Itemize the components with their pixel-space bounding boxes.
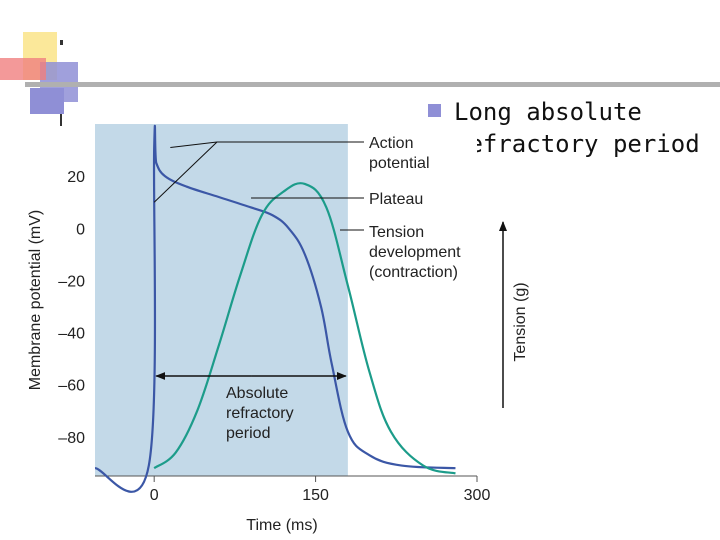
action-potential-leader (153, 141, 218, 203)
tension-label: Tension development (contraction) (369, 224, 461, 281)
x-tick-label: 300 (464, 487, 491, 504)
arp-label: Absolute refractory period (226, 385, 294, 442)
tension-line (153, 182, 456, 475)
y-tick-label: –40 (58, 326, 85, 343)
accent-square-blue-2 (30, 88, 64, 114)
accent-tick (60, 40, 63, 45)
bullet-text: Long absolute refractory period (454, 98, 700, 158)
plateau-label: Plateau (369, 191, 423, 208)
tension-axis-label: Tension (g) (512, 282, 529, 361)
y-tick-label: 20 (67, 169, 85, 186)
y-axis-label: Membrane potential (mV) (27, 210, 44, 391)
title-rule (25, 82, 720, 87)
y-tick-label: –60 (58, 378, 85, 395)
x-tick-label: 0 (150, 487, 159, 504)
y-tick-label: –20 (58, 273, 85, 290)
action-potential-line (94, 125, 456, 493)
accent-tick-2 (60, 114, 62, 126)
y-tick-label: –80 (58, 430, 85, 447)
y-tick-label: 0 (76, 221, 85, 238)
bullet-square-icon (428, 104, 441, 117)
refractory-shaded-region (95, 124, 348, 476)
accent-square-red (0, 58, 46, 80)
action-potential-label: Action potential (369, 135, 430, 172)
x-axis-label: Time (ms) (246, 517, 317, 534)
action-potential-leader (170, 141, 218, 148)
x-tick-label: 150 (302, 487, 329, 504)
